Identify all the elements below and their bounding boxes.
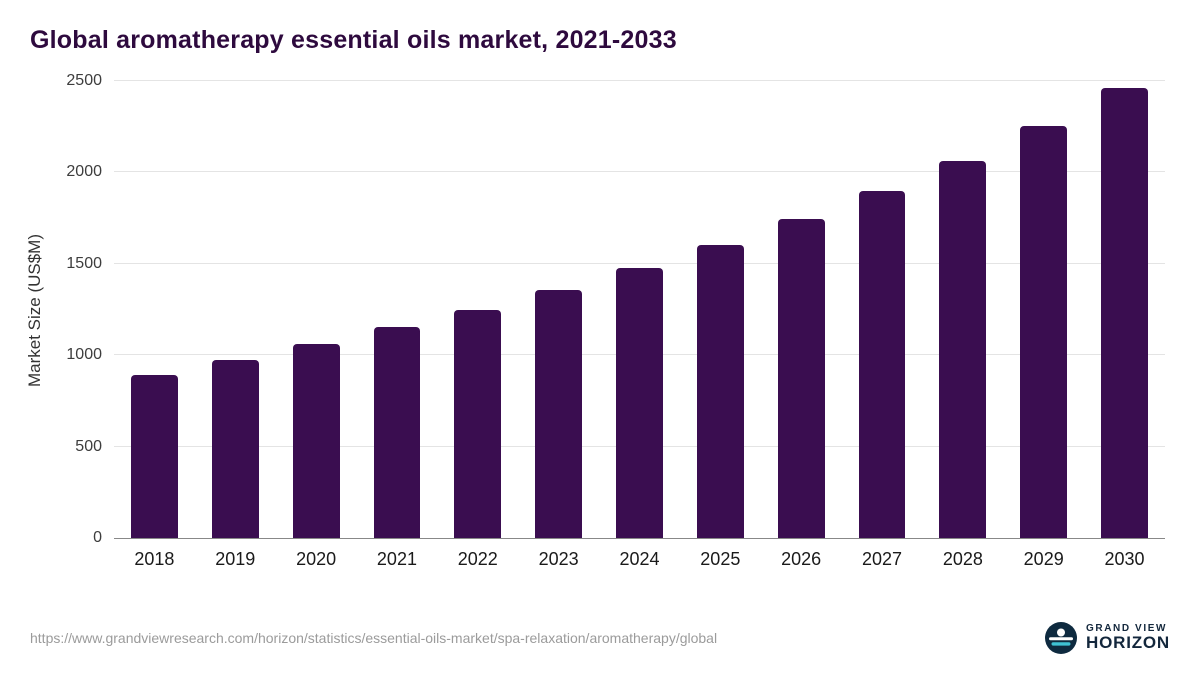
x-tick-label: 2030 [1104, 549, 1145, 569]
x-tick-label: 2023 [538, 549, 579, 569]
y-tick-label: 0 [93, 529, 102, 546]
chart-title: Global aromatherapy essential oils marke… [30, 26, 677, 54]
bar-2024 [616, 268, 663, 538]
bar-slot [842, 81, 923, 538]
title-row: Global aromatherapy essential oils marke… [0, 0, 1200, 55]
x-tick-label: 2029 [1023, 549, 1064, 569]
gridline [114, 80, 1165, 81]
plot-column: 0 500 1000 1500 2000 2500 2018 2019 2020 2021 202… [66, 72, 1165, 611]
bars-container [114, 81, 1165, 538]
plot-area: 0 500 1000 1500 2000 2500 [66, 72, 1165, 546]
bar-slot [1003, 81, 1084, 538]
horizon-logo-icon [1045, 622, 1078, 654]
bar-slot [1084, 81, 1165, 538]
bar-2021 [373, 326, 421, 538]
bar-slot [761, 81, 842, 538]
x-tick-label: 2021 [376, 549, 417, 569]
bar-slot [276, 81, 357, 538]
chart-area: Market Size (US$M) 0 500 1000 1500 2000 2500 … [0, 55, 1200, 611]
bar-slot [195, 81, 276, 538]
bar-2023 [535, 290, 583, 538]
bar-slot [922, 81, 1003, 538]
x-tick-label: 2027 [861, 549, 903, 569]
bar-slot [114, 81, 195, 538]
x-tick-label: 2025 [700, 549, 741, 569]
bar-2030 [1101, 88, 1148, 538]
brand-text: GRAND VIEW HORIZON [1086, 622, 1170, 653]
y-tick-label: 1500 [66, 254, 102, 272]
bar-2029 [1020, 125, 1068, 538]
bar-2027 [858, 190, 906, 538]
brand-name-top: GRAND VIEW [1086, 622, 1168, 634]
bar-slot [437, 81, 518, 538]
bar-2025 [696, 244, 744, 538]
y-tick-label: 500 [75, 437, 102, 455]
gridline [114, 171, 1165, 173]
bar-2018 [130, 375, 178, 538]
bar-2019 [211, 359, 259, 538]
bar-2028 [939, 160, 987, 538]
x-tick-label: 2018 [134, 549, 175, 569]
footer: https://www.grandviewresearch.com/horizo… [0, 611, 1200, 675]
brand-name-bottom: HORIZON [1086, 633, 1170, 653]
y-tick-label: 2500 [66, 72, 102, 89]
x-tick-label: 2028 [942, 549, 983, 569]
x-tick-label: 2019 [215, 549, 256, 569]
bar-2020 [292, 344, 340, 538]
y-tick-label: 2000 [66, 163, 102, 181]
gridline [114, 262, 1165, 264]
x-tick-label: 2022 [457, 549, 498, 569]
bar-2022 [454, 310, 502, 538]
bar-slot [518, 81, 599, 538]
source-url: https://www.grandviewresearch.com/horizo… [30, 630, 718, 646]
brand-logo: GRAND VIEW HORIZON [1045, 622, 1170, 654]
x-tick-label: 2024 [619, 549, 660, 569]
x-tick-label: 2020 [296, 549, 337, 569]
bar-2026 [777, 219, 825, 538]
bar-slot [599, 81, 680, 538]
x-tick-label: 2026 [781, 549, 822, 569]
y-tick-label: 1000 [66, 346, 102, 364]
bar-slot [357, 81, 438, 538]
bar-slot [680, 81, 761, 538]
x-axis-labels: 2018 2019 2020 2021 2022 2023 2024 2025 2026 2027… [114, 549, 1165, 570]
